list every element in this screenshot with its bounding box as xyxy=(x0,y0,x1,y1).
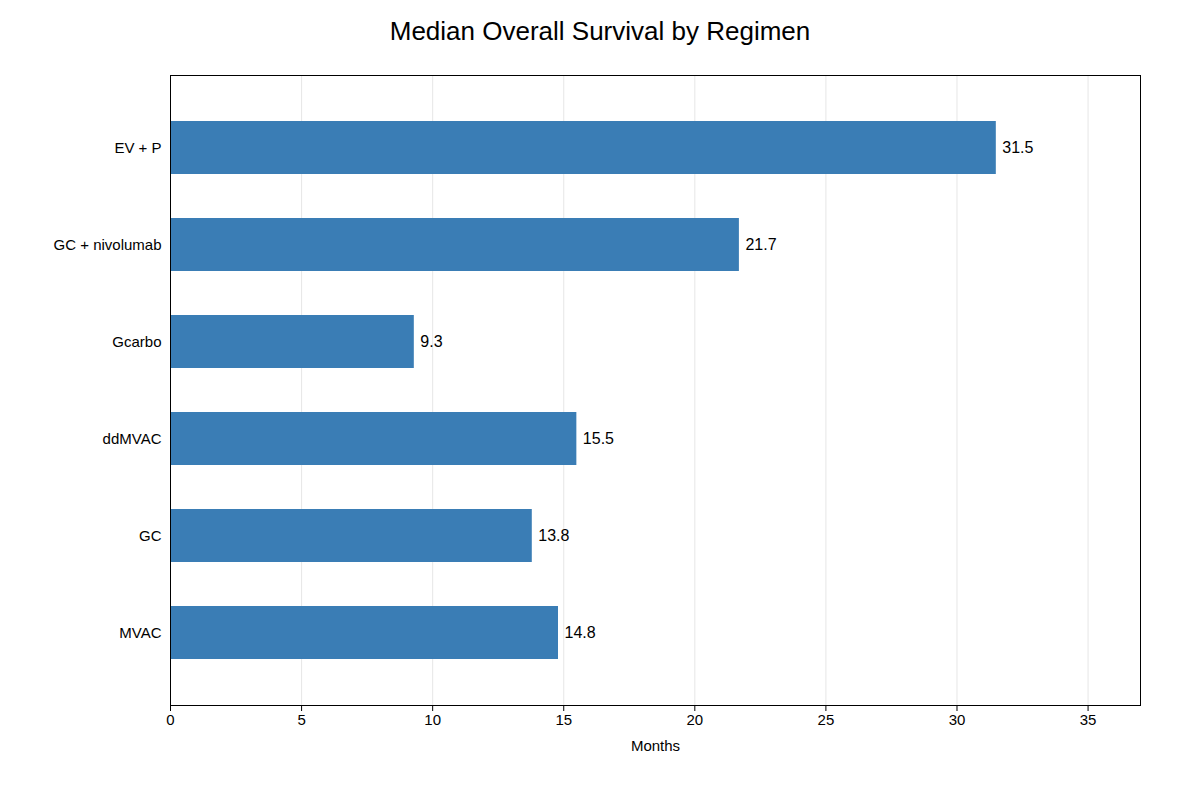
svg-text:0: 0 xyxy=(166,711,174,728)
svg-text:Gcarbo: Gcarbo xyxy=(112,333,161,350)
svg-text:20: 20 xyxy=(686,711,703,728)
svg-text:14.8: 14.8 xyxy=(565,624,596,641)
svg-text:GC: GC xyxy=(139,527,162,544)
svg-text:25: 25 xyxy=(818,711,835,728)
svg-text:EV + P: EV + P xyxy=(114,139,161,156)
svg-text:31.5: 31.5 xyxy=(1002,139,1033,156)
svg-text:15.5: 15.5 xyxy=(583,430,614,447)
svg-text:GC + nivolumab: GC + nivolumab xyxy=(54,236,162,253)
html-text:Median Overall Survival by Reg: Median Overall Survival by Regimen xyxy=(389,16,811,46)
svg-text:10: 10 xyxy=(424,711,441,728)
svg-text:9.3: 9.3 xyxy=(420,333,442,350)
svg-text:30: 30 xyxy=(949,711,966,728)
svg-text:13.8: 13.8 xyxy=(538,527,569,544)
svg-text:21.7: 21.7 xyxy=(745,236,776,253)
svg-text:15: 15 xyxy=(555,711,572,728)
svg-text:ddMVAC: ddMVAC xyxy=(103,430,162,447)
svg-text:Months: Months xyxy=(631,737,680,754)
svg-text:MVAC: MVAC xyxy=(119,624,161,641)
svg-text:5: 5 xyxy=(297,711,305,728)
svg-text:35: 35 xyxy=(1080,711,1097,728)
